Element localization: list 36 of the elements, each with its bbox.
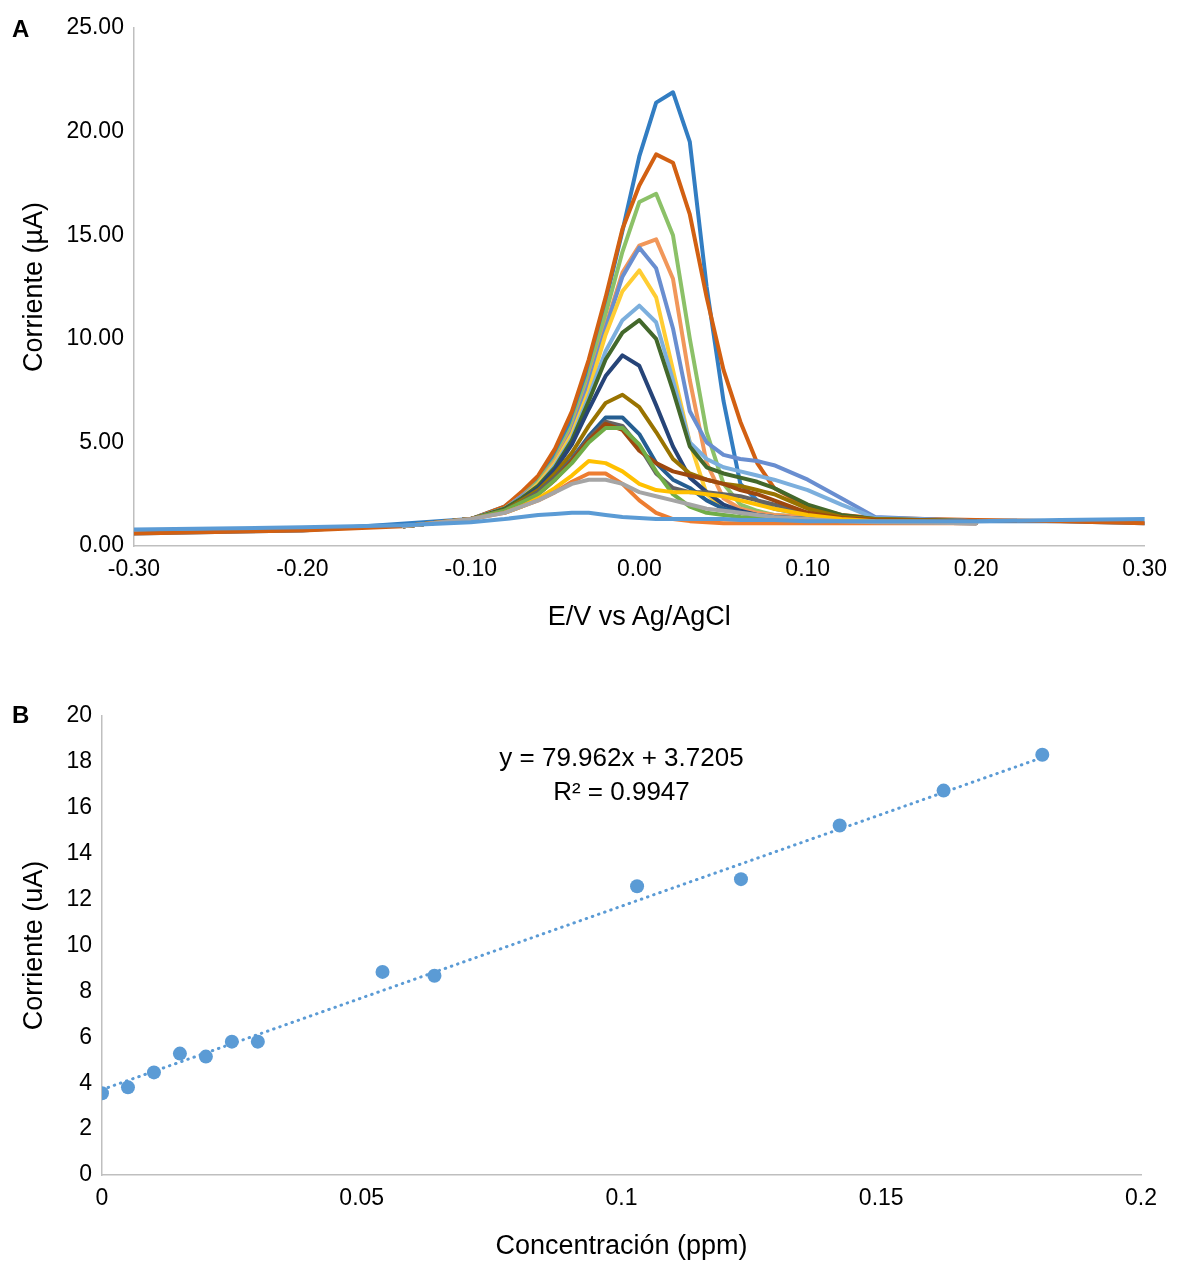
x-tick-label: 0.2 [1125, 1184, 1157, 1211]
x-axis-title: Concentración (ppm) [495, 1230, 748, 1261]
y-tick-label: 15.00 [66, 220, 124, 247]
y-axis-title: Corriente (µA) [17, 201, 48, 373]
y-tick-label: 5.00 [79, 427, 124, 454]
y-tick-label: 10.00 [66, 324, 124, 351]
y-tick-label: 8 [79, 976, 92, 1003]
y-tick-label: 16 [66, 793, 92, 820]
x-tick-label: 0.10 [785, 555, 831, 582]
y-tick-label: 20.00 [66, 116, 124, 143]
y-axis-title: Corriente (uA) [17, 860, 48, 1031]
y-tick-label: 14 [66, 839, 93, 866]
y-tick-label: 25.00 [66, 13, 124, 40]
x-tick-label: -0.20 [276, 555, 329, 582]
y-tick-label: 18 [66, 747, 92, 774]
y-tick-label: 10 [66, 930, 92, 957]
annotation: R² = 0.9947 [553, 776, 690, 807]
x-tick-label: 0.20 [953, 555, 999, 582]
x-tick-label: 0.05 [339, 1184, 385, 1211]
x-tick-label: 0.00 [616, 555, 662, 582]
chart-title: B [12, 700, 30, 728]
y-tick-label: 0.00 [79, 531, 124, 558]
x-tick-label: 0.15 [858, 1184, 904, 1211]
y-tick-label: 2 [79, 1114, 92, 1141]
y-tick-label: 12 [66, 884, 92, 911]
y-tick-label: 4 [79, 1068, 93, 1095]
x-tick-label: -0.10 [444, 555, 498, 582]
chart-title: A [12, 14, 30, 42]
x-tick-label: 0.1 [605, 1184, 638, 1211]
x-tick-label: -0.30 [107, 555, 161, 582]
x-tick-label: 0.30 [1122, 555, 1167, 582]
annotation: y = 79.962x + 3.7205 [499, 742, 744, 773]
y-tick-label: 20 [66, 701, 92, 728]
y-tick-label: 6 [79, 1022, 92, 1049]
y-tick-label: 0 [79, 1160, 92, 1187]
x-axis-title: E/V vs Ag/AgCl [547, 601, 731, 632]
